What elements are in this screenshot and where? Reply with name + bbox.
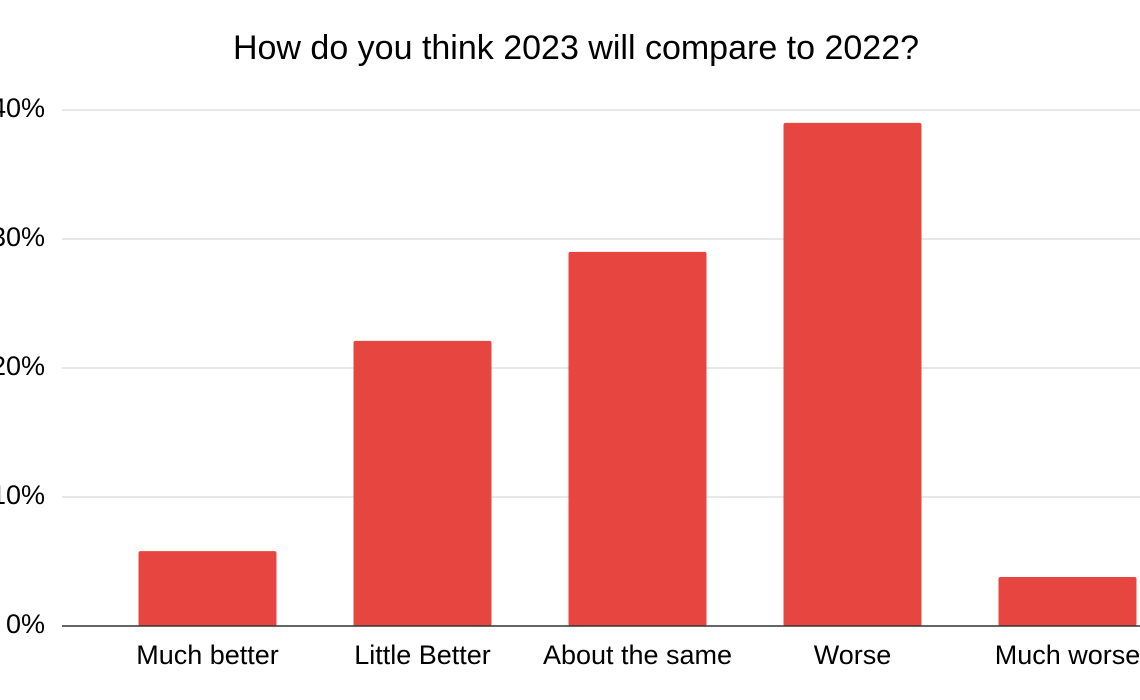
bar bbox=[353, 340, 492, 626]
bar bbox=[998, 576, 1137, 626]
y-tick-label: 0% bbox=[6, 609, 45, 639]
y-tick-label: 10% bbox=[0, 480, 45, 510]
bar bbox=[783, 122, 922, 627]
x-tick-label: Little Better bbox=[354, 640, 491, 670]
x-tick-label: Worse bbox=[814, 640, 892, 670]
x-tick-label: Much better bbox=[136, 640, 279, 670]
y-tick-label: 30% bbox=[0, 222, 45, 252]
y-tick-label: 20% bbox=[0, 351, 45, 381]
chart-title: How do you think 2023 will compare to 20… bbox=[233, 29, 919, 67]
x-tick-label: About the same bbox=[543, 640, 732, 670]
x-tick-label: Much worse bbox=[995, 640, 1140, 670]
bar bbox=[568, 251, 707, 626]
y-tick-label: 40% bbox=[0, 93, 45, 123]
bar bbox=[138, 551, 277, 626]
